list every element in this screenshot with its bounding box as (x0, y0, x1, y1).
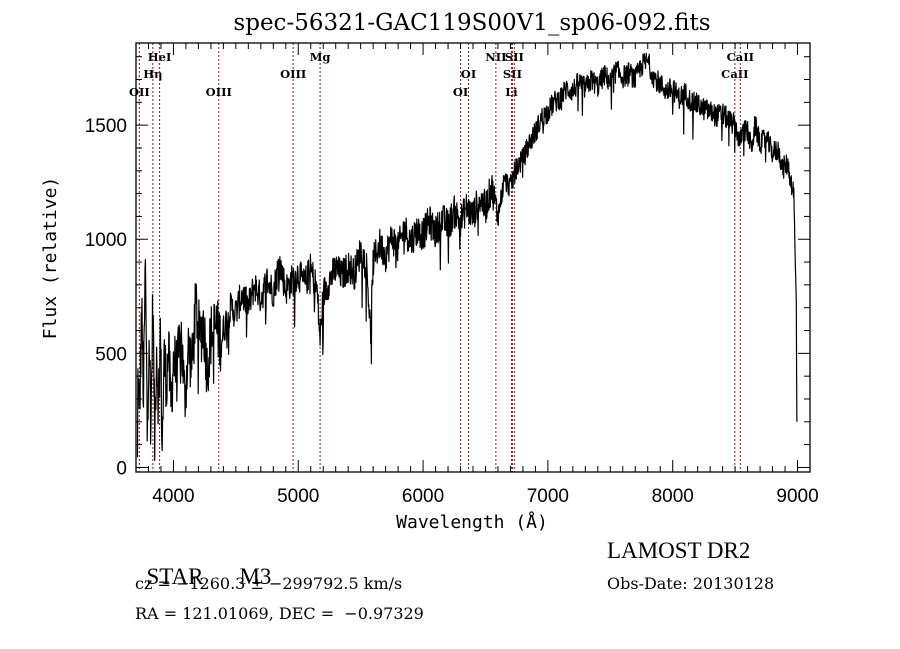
spectral-line-label: OIII (280, 67, 306, 81)
x-tick-label: 5000 (277, 486, 319, 507)
spectral-line-markers: OII Hη HeI OIII OIII Mg OI OI NII Li SII SII CaII CaI… (129, 43, 754, 472)
spectral-line-label: Mg (310, 50, 331, 64)
object-class-value: STAR (146, 564, 204, 589)
x-tick-label: 8000 (652, 486, 694, 507)
spectral-line-label: CaII (721, 67, 748, 81)
spectral-line-label: OI (461, 67, 476, 81)
spectral-line-label: NII (485, 50, 506, 64)
redshift-info: cz = −1260.3 ± −299792.5 km/s (135, 574, 403, 593)
spectral-line-label: SII (505, 50, 524, 64)
spectral-line-label: OIII (206, 85, 232, 99)
x-axis: 4000 5000 6000 7000 8000 9000 (135, 43, 819, 507)
y-axis: 0 500 1000 1500 (85, 56, 810, 479)
observation-date: Obs-Date: 20130128 (607, 574, 775, 593)
x-tick-label: 4000 (152, 486, 194, 507)
spectrum-line (136, 52, 798, 461)
x-tick-label: 9000 (776, 486, 818, 507)
x-tick-label: 6000 (402, 486, 444, 507)
spectrum-series (136, 52, 798, 461)
object-subclass-value: M3 (239, 564, 272, 589)
x-axis-label: Wavelength (Å) (396, 511, 548, 533)
object-class: STAR M3 (135, 538, 272, 590)
spectral-line-label: OI (453, 85, 468, 99)
coordinates-info: RA = 121.01069, DEC = −0.97329 (135, 604, 424, 623)
y-tick-label: 1500 (85, 116, 127, 137)
spectral-line-label: OII (129, 85, 150, 99)
y-tick-label: 500 (95, 344, 127, 365)
spectral-line-label: Li (505, 85, 518, 99)
spectral-line-label: HeI (148, 50, 172, 64)
y-axis-label: Flux (relative) (40, 177, 61, 340)
y-tick-label: 0 (116, 458, 127, 479)
spectral-line-label: SII (503, 67, 522, 81)
x-tick-label: 7000 (527, 486, 569, 507)
y-tick-label: 1000 (85, 230, 127, 251)
spectral-line-label: CaII (727, 50, 754, 64)
spectral-line-label: Hη (143, 67, 162, 81)
survey-name: LAMOST DR2 (607, 538, 751, 563)
chart-title: spec-56321-GAC119S00V1_sp06-092.fits (233, 10, 710, 36)
